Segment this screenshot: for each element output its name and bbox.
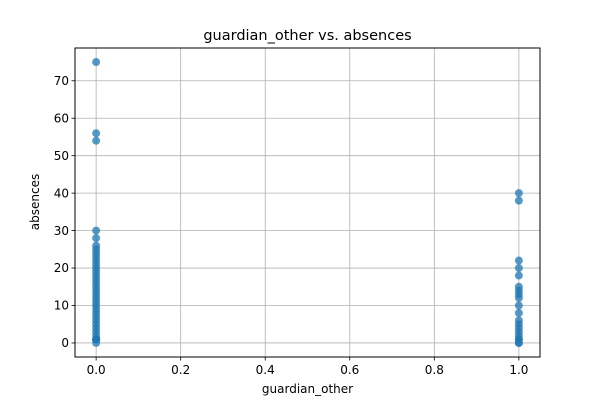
data-point (92, 234, 101, 243)
data-point (514, 196, 523, 205)
data-point (92, 136, 101, 145)
data-point (514, 264, 523, 273)
y-tick-label: 10 (54, 299, 69, 313)
y-tick-label: 0 (61, 336, 69, 350)
x-tick-label: 0.2 (171, 363, 190, 377)
data-point (514, 271, 523, 280)
y-tick-label: 20 (54, 261, 69, 275)
data-point (92, 335, 101, 344)
data-point (92, 226, 101, 235)
data-point (514, 301, 523, 310)
y-tick-label: 70 (54, 74, 69, 88)
x-axis-label: guardian_other (262, 382, 353, 396)
data-point (92, 58, 101, 67)
data-point (514, 308, 523, 317)
x-tick-label: 0.8 (425, 363, 444, 377)
plot-frame (74, 47, 541, 358)
data-point (514, 335, 523, 344)
y-tick-label: 50 (54, 149, 69, 163)
x-tick-label: 0.4 (256, 363, 275, 377)
y-tick-label: 60 (54, 111, 69, 125)
data-point (514, 282, 523, 291)
data-point (92, 129, 101, 138)
y-axis-label: absences (28, 174, 42, 230)
x-tick-label: 0.0 (87, 363, 106, 377)
x-tick-label: 1.0 (509, 363, 528, 377)
x-axis-ticks: 0.0 0.2 0.4 0.6 0.8 1.0 (87, 357, 528, 377)
x-tick-label: 0.6 (340, 363, 359, 377)
y-tick-label: 40 (54, 186, 69, 200)
y-tick-label: 30 (54, 224, 69, 238)
data-points (92, 58, 523, 347)
y-axis-ticks: 0 10 20 30 40 50 60 70 (54, 74, 75, 350)
chart-title: guardian_other vs. absences (203, 28, 411, 44)
data-point (514, 189, 523, 198)
data-point (514, 316, 523, 325)
data-point (514, 256, 523, 265)
data-point (92, 241, 101, 250)
